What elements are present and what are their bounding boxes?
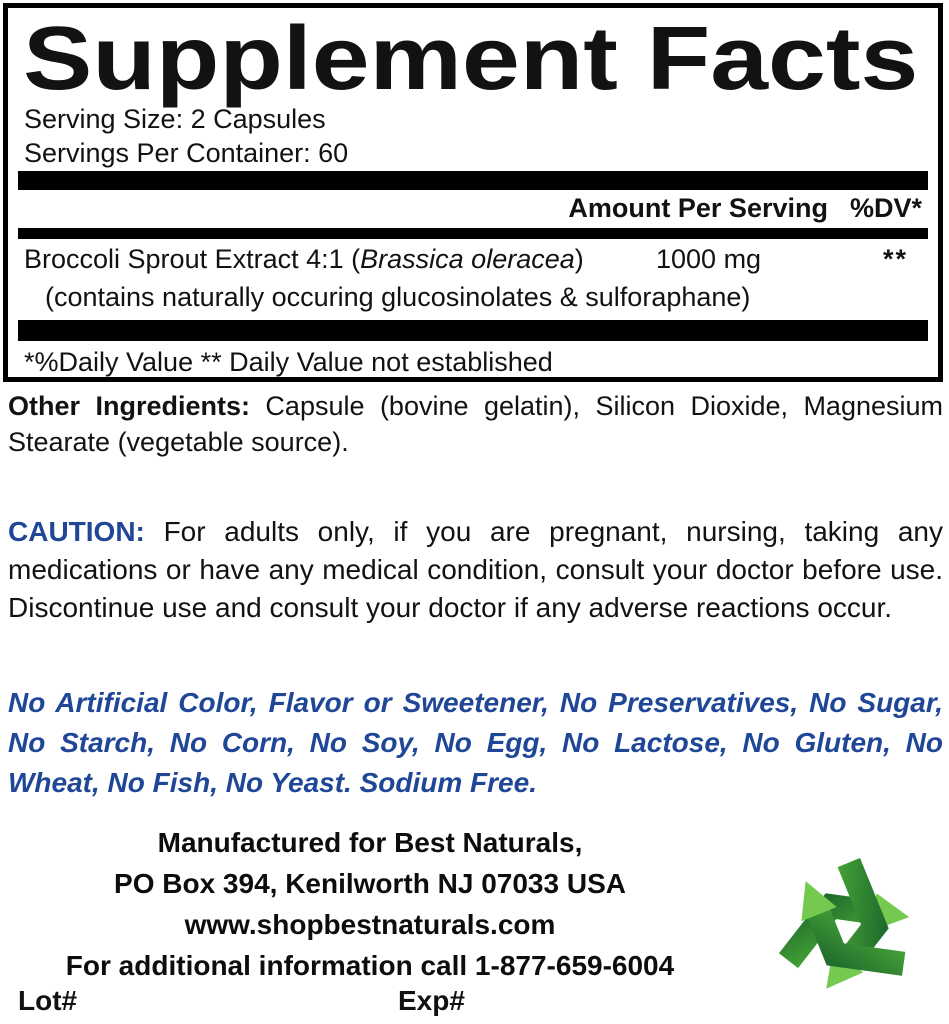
caution-text: For adults only, if you are pregnant, nu… (8, 516, 943, 623)
other-ingredients-text: Capsule (bovine gelatin), Silicon Dioxid… (8, 391, 944, 457)
supplement-facts-panel: Supplement Facts Serving Size: 2 Capsule… (3, 3, 943, 382)
ingredient-amount: 1000 mg (656, 244, 762, 274)
manufacturer-line: Manufactured for Best Naturals, (157, 827, 583, 858)
no-additives-claims: No Artificial Color, Flavor or Sweetener… (8, 687, 943, 798)
other-ingredients-label: Other Ingredients: (8, 391, 250, 421)
servings-per-container: Servings Per Container: 60 (24, 138, 349, 168)
divider-bar-thick-bottom (18, 320, 928, 341)
website-line: www.shopbestnaturals.com (184, 909, 556, 940)
address-line: PO Box 394, Kenilworth NJ 07033 USA (114, 868, 626, 899)
divider-bar-medium (18, 228, 928, 239)
amount-per-serving-header: Amount Per Serving (568, 193, 828, 223)
ingredient-name-suffix: ) (574, 244, 584, 274)
manufacturer-block: Manufactured for Best Naturals, PO Box 3… (0, 822, 740, 986)
dv-footnote: *%Daily Value ** Daily Value not establi… (24, 347, 553, 377)
caution-label: CAUTION: (8, 516, 145, 547)
ingredient-name: Broccoli Sprout Extract 4:1 (Brassica ol… (24, 244, 584, 275)
exp-date-label: Exp# (398, 985, 465, 1016)
ingredient-latin-name: Brassica oleracea (360, 244, 575, 274)
caution-paragraph: CAUTION: For adults only, if you are pre… (8, 513, 943, 627)
ingredient-row: Broccoli Sprout Extract 4:1 (Brassica ol… (8, 244, 938, 278)
other-ingredients-paragraph: Other Ingredients: Capsule (bovine gelat… (8, 388, 943, 460)
ingredient-dv-value: ** (882, 244, 908, 274)
dv-header: %DV* (849, 193, 922, 223)
phone-line: For additional information call 1-877-65… (65, 950, 675, 981)
recycle-icon (768, 850, 926, 1008)
ingredient-note: (contains naturally occuring glucosinola… (45, 282, 751, 312)
panel-title: Supplement Facts (23, 9, 919, 109)
divider-bar-thick (18, 171, 928, 190)
amount-header-row: Amount Per Serving %DV* (568, 193, 922, 224)
serving-size: Serving Size: 2 Capsules (24, 104, 326, 134)
ingredient-name-prefix: Broccoli Sprout Extract 4:1 ( (24, 244, 361, 274)
lot-number-label: Lot# (18, 985, 78, 1016)
